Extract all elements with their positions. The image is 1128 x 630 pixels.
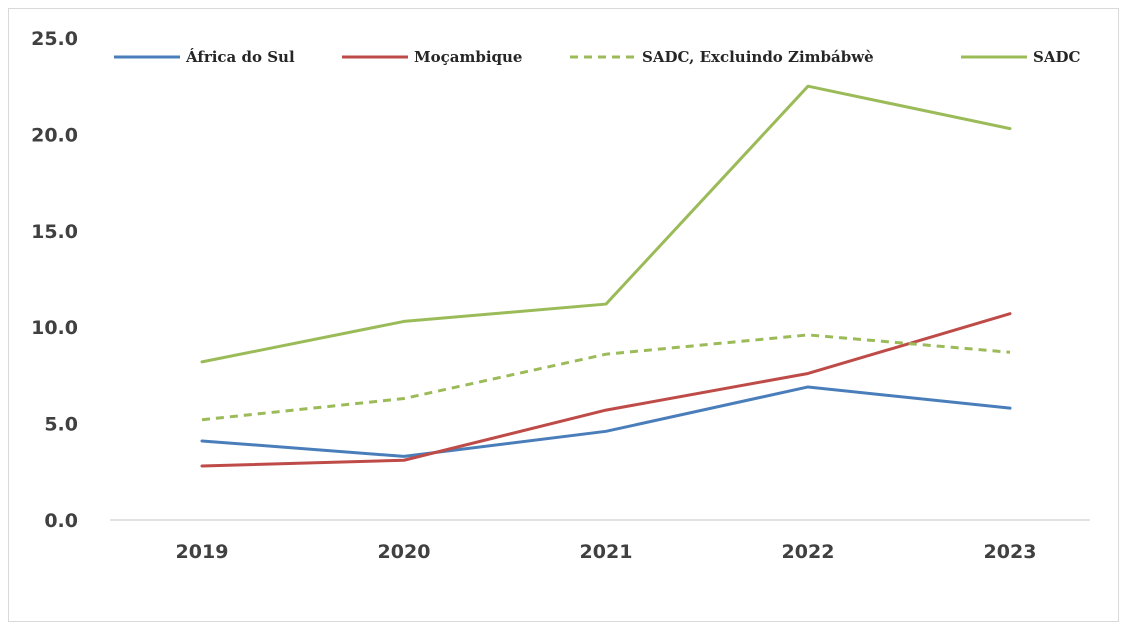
x-tick-label: 2019	[176, 541, 229, 563]
y-tick-label: 0.0	[44, 510, 78, 532]
x-tick-label: 2023	[984, 541, 1037, 563]
legend-label: Moçambique	[414, 48, 522, 66]
legend-label: África do Sul	[185, 48, 295, 66]
x-tick-label: 2020	[378, 541, 431, 563]
series-line	[200, 385, 1012, 458]
y-tick-label: 10.0	[31, 317, 78, 339]
series-line	[200, 84, 1012, 364]
legend-label: SADC, Excluindo Zimbábwè	[642, 48, 874, 66]
y-tick-label: 25.0	[31, 28, 78, 50]
series-line	[201, 333, 1011, 422]
x-tick-label: 2022	[782, 541, 835, 563]
y-axis: 0.0 5.0 10.0 15.0 20.0 25.0	[31, 28, 78, 532]
x-tick-label: 2021	[580, 541, 633, 563]
y-tick-label: 15.0	[31, 221, 78, 243]
series-line	[200, 312, 1012, 468]
legend: África do Sul Moçambique SADC, Excluindo Z…	[114, 48, 1080, 66]
y-tick-label: 20.0	[31, 124, 78, 146]
x-axis: 2019 2020 2021 2022 2023	[110, 519, 1090, 563]
y-tick-label: 5.0	[44, 414, 78, 436]
series-layer	[200, 84, 1012, 468]
legend-label: SADC	[1033, 48, 1080, 66]
